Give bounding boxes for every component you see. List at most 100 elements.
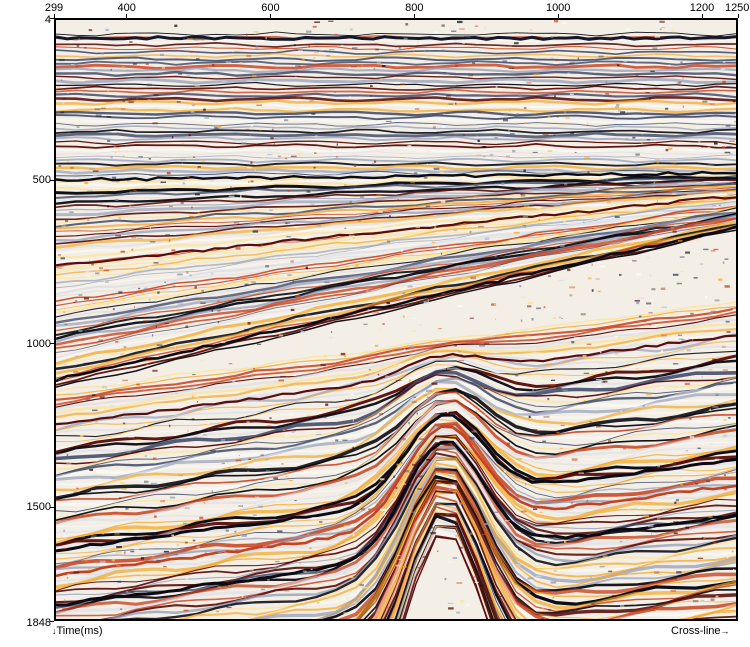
seismic-noise xyxy=(346,258,348,261)
seismic-noise xyxy=(60,317,62,320)
seismic-reflector xyxy=(56,359,736,456)
seismic-noise xyxy=(339,558,345,560)
seismic-noise xyxy=(599,566,605,568)
seismic-noise xyxy=(144,461,147,463)
seismic-noise xyxy=(168,205,173,208)
seismic-noise xyxy=(265,458,269,461)
seismic-noise xyxy=(269,417,272,419)
seismic-noise xyxy=(452,482,459,485)
seismic-noise xyxy=(533,73,540,76)
seismic-noise xyxy=(480,268,483,270)
seismic-noise xyxy=(692,600,699,603)
seismic-noise xyxy=(676,282,682,285)
seismic-noise xyxy=(671,161,677,164)
seismic-noise xyxy=(527,302,534,305)
seismic-noise xyxy=(540,240,544,242)
seismic-reflector xyxy=(56,307,736,401)
seismic-noise xyxy=(562,22,567,24)
seismic-reflector xyxy=(56,350,736,438)
seismic-noise xyxy=(235,247,241,250)
crossline-tick-mark xyxy=(269,14,271,18)
seismic-noise xyxy=(87,568,92,571)
seismic-noise xyxy=(456,582,463,584)
seismic-noise xyxy=(702,100,708,103)
seismic-noise xyxy=(675,194,682,196)
seismic-image-panel[interactable] xyxy=(54,18,738,621)
seismic-noise xyxy=(458,178,462,181)
seismic-noise xyxy=(620,410,623,412)
seismic-noise xyxy=(452,492,457,495)
seismic-reflector xyxy=(56,201,736,280)
seismic-reflector xyxy=(56,42,736,48)
seismic-noise xyxy=(521,531,524,534)
seismic-noise xyxy=(177,273,183,276)
seismic-noise xyxy=(349,95,351,99)
seismic-noise xyxy=(220,327,223,330)
seismic-noise xyxy=(295,295,301,298)
seismic-noise xyxy=(582,355,587,358)
seismic-noise xyxy=(246,54,252,58)
seismic-noise xyxy=(344,399,351,401)
seismic-reflector xyxy=(56,135,736,142)
seismic-noise xyxy=(590,520,594,523)
seismic-noise xyxy=(118,416,120,419)
seismic-noise xyxy=(326,368,329,371)
seismic-noise xyxy=(538,467,542,470)
seismic-noise xyxy=(104,482,110,485)
seismic-noise xyxy=(340,352,346,356)
seismic-noise xyxy=(419,454,422,457)
seismic-noise xyxy=(331,331,333,333)
seismic-noise xyxy=(562,201,566,204)
seismic-noise xyxy=(99,102,105,104)
seismic-noise xyxy=(221,81,227,83)
seismic-noise xyxy=(395,486,398,490)
seismic-noise xyxy=(559,447,564,449)
seismic-noise xyxy=(543,306,546,309)
seismic-noise xyxy=(668,147,673,150)
seismic-noise xyxy=(656,200,658,203)
seismic-noise xyxy=(718,502,721,504)
seismic-noise xyxy=(372,479,374,482)
seismic-noise xyxy=(352,446,354,449)
seismic-noise xyxy=(151,333,157,335)
seismic-noise xyxy=(195,57,200,60)
seismic-noise xyxy=(131,237,137,239)
seismic-noise xyxy=(656,517,661,520)
seismic-noise xyxy=(306,30,312,33)
seismic-noise xyxy=(105,265,111,267)
seismic-key-horizon xyxy=(56,413,736,553)
seismic-noise xyxy=(516,33,518,36)
seismic-noise xyxy=(152,457,157,460)
seismic-noise xyxy=(247,616,252,618)
seismic-noise xyxy=(395,580,401,583)
seismic-noise xyxy=(63,311,66,313)
seismic-noise xyxy=(176,101,181,103)
seismic-noise xyxy=(689,435,695,439)
seismic-noise xyxy=(75,300,78,302)
seismic-noise xyxy=(625,539,630,542)
seismic-noise xyxy=(66,204,68,206)
seismic-noise xyxy=(710,310,717,312)
seismic-reflector xyxy=(56,81,736,88)
seismic-noise xyxy=(387,33,392,36)
seismic-noise xyxy=(298,50,303,52)
seismic-noise xyxy=(134,548,139,550)
crossline-axis-arrow-icon: → xyxy=(720,626,730,636)
seismic-noise xyxy=(508,45,512,47)
seismic-noise xyxy=(727,401,732,404)
seismic-reflector xyxy=(56,187,736,242)
seismic-noise xyxy=(436,246,439,249)
seismic-noise xyxy=(240,467,246,469)
seismic-noise xyxy=(426,150,432,152)
seismic-reflector xyxy=(56,110,736,117)
seismic-noise xyxy=(556,387,562,389)
seismic-noise xyxy=(192,374,196,376)
seismic-noise xyxy=(246,79,253,82)
seismic-noise xyxy=(285,434,288,437)
seismic-image[interactable] xyxy=(56,20,736,619)
seismic-noise xyxy=(169,171,175,174)
seismic-noise xyxy=(375,354,378,356)
seismic-noise xyxy=(721,146,725,149)
seismic-noise xyxy=(115,152,117,154)
seismic-noise xyxy=(471,575,478,578)
